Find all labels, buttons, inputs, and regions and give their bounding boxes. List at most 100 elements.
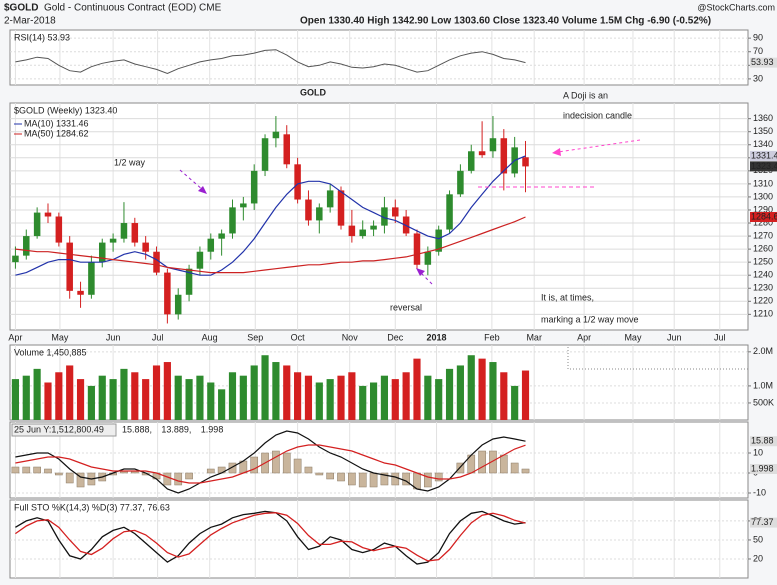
- x-tick-label: Feb: [484, 332, 500, 342]
- candle-body: [44, 212, 52, 217]
- y-tick-label: 50: [753, 534, 763, 544]
- annotation: GOLD: [300, 87, 326, 97]
- value-badge-label: 1331.46: [751, 150, 777, 160]
- candle-body: [326, 190, 334, 208]
- candle-body: [98, 242, 106, 263]
- histogram-bar: [22, 466, 31, 474]
- volume-bar: [413, 358, 421, 420]
- volume-bar: [109, 379, 117, 420]
- value-badge: [750, 436, 777, 447]
- legend-label: Full STO %K(14,3) %D(3) 77.37, 76.63: [14, 502, 170, 512]
- panels: 90705030RSI(14) 53.9353.9313601350134013…: [8, 29, 777, 579]
- symbol: $GOLD: [4, 3, 38, 14]
- value-badge-label: 1.998: [751, 463, 774, 473]
- candle-body: [467, 151, 475, 171]
- histogram-bar: [337, 472, 345, 482]
- quote: Open 1330.40 High 1342.90 Low 1303.60 Cl…: [300, 16, 711, 27]
- candle-body: [164, 272, 171, 315]
- volume-bar: [294, 372, 302, 420]
- candle-body: [337, 190, 345, 226]
- legend-label: MA(50) 1284.62: [24, 128, 89, 138]
- candle-body: [153, 251, 160, 273]
- value-badge: [750, 150, 777, 161]
- y-tick-label: 1340: [753, 139, 773, 149]
- volume-bar: [348, 372, 356, 420]
- volume-bar: [369, 382, 378, 420]
- candle-body: [435, 229, 442, 252]
- histogram-bar: [521, 468, 530, 474]
- y-tick-label: 1230: [753, 283, 773, 293]
- y-tick-label: 20: [753, 553, 763, 563]
- candle-body: [359, 229, 366, 237]
- candle-body: [478, 151, 486, 156]
- volume-bar: [380, 375, 389, 420]
- candle-body: [348, 225, 356, 237]
- volume-bar: [163, 362, 171, 420]
- histogram-bar: [456, 462, 465, 474]
- indicator-line: [15, 49, 526, 75]
- histogram-bar: [282, 452, 291, 474]
- volume-bar: [152, 365, 161, 420]
- y-tick-label: 1350: [753, 126, 773, 136]
- volume-bar: [283, 365, 291, 420]
- candle-body: [109, 238, 117, 243]
- ma-line: [15, 216, 526, 274]
- value-badge-label: 1284.62: [751, 211, 777, 221]
- histogram-bar: [185, 472, 193, 480]
- volume-bar: [445, 368, 454, 420]
- histogram-bar: [76, 472, 85, 488]
- volume-bar: [326, 379, 334, 420]
- ma-line: [15, 155, 526, 276]
- histogram-bar: [326, 472, 334, 480]
- candle-body: [196, 251, 204, 269]
- histogram-bar: [510, 462, 519, 474]
- volume-bar: [250, 365, 258, 420]
- volume-bar: [478, 358, 486, 420]
- histogram-bar: [65, 472, 74, 484]
- histogram-bar: [304, 466, 313, 474]
- indicator-line: [15, 510, 526, 565]
- candle-body: [283, 134, 291, 165]
- histogram-bar: [33, 466, 41, 474]
- annotation: It is, at times,: [541, 292, 594, 302]
- volume-bar: [489, 362, 497, 420]
- candle-body: [131, 223, 139, 243]
- volume-bar: [185, 379, 193, 420]
- indicator-line: [15, 512, 526, 562]
- instrument-name: Gold - Continuous Contract (EOD) CME: [44, 3, 222, 14]
- value-badge: [750, 211, 777, 222]
- volume-bar: [511, 385, 519, 420]
- y-tick-label: 2.0M: [753, 346, 773, 356]
- candle-body: [207, 238, 215, 252]
- candle-body: [305, 199, 312, 221]
- volume-bar: [196, 375, 204, 420]
- candle-body: [88, 262, 95, 295]
- candle-body: [55, 216, 63, 243]
- legend-box: [11, 423, 117, 437]
- volume-bar: [174, 375, 182, 420]
- volume-bar: [228, 372, 237, 420]
- candle-body: [174, 294, 182, 315]
- legend-label: MA(10) 1331.46: [24, 118, 89, 128]
- y-tick-label: 1300: [753, 191, 773, 201]
- candle-body: [489, 138, 497, 152]
- x-tick-label: 2018: [427, 332, 447, 342]
- arrow: [179, 169, 204, 191]
- value-badge: [750, 161, 777, 172]
- candle-body: [185, 268, 193, 295]
- x-tick-label: Jul: [152, 332, 164, 342]
- legend-label: 25 Jun Y:1,512,800.49: [14, 424, 104, 434]
- macd-line: [15, 430, 526, 494]
- y-tick-label: 1290: [753, 204, 773, 214]
- x-tick-label: May: [51, 332, 69, 342]
- x-tick-label: Dec: [387, 332, 404, 342]
- candle-body: [424, 251, 432, 265]
- value-badge-label: 77.37: [751, 517, 774, 527]
- candle-body: [12, 255, 19, 263]
- histogram-bar: [272, 450, 280, 474]
- volume-bar: [435, 379, 443, 420]
- histogram-bar: [369, 472, 378, 488]
- volume-bar: [44, 382, 52, 420]
- y-tick-label: 1260: [753, 243, 773, 253]
